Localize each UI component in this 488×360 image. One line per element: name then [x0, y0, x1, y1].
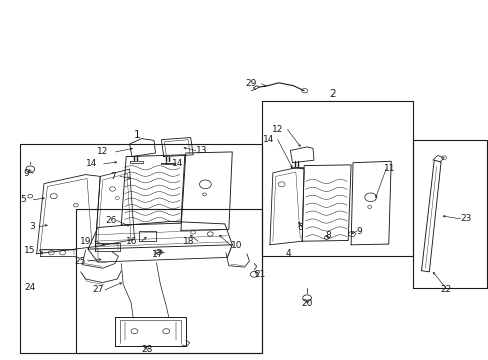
Text: 14: 14 — [172, 159, 183, 168]
Text: 14: 14 — [262, 135, 273, 144]
Text: 4: 4 — [285, 249, 291, 258]
Text: 12: 12 — [272, 125, 283, 134]
Text: 18: 18 — [183, 237, 194, 246]
Text: 6: 6 — [297, 223, 303, 232]
Text: 28: 28 — [141, 346, 152, 354]
Text: 21: 21 — [254, 270, 265, 279]
Text: 1: 1 — [133, 130, 140, 140]
Text: 24: 24 — [24, 284, 35, 292]
Text: 2: 2 — [328, 89, 335, 99]
Text: 19: 19 — [80, 237, 92, 246]
Text: 7: 7 — [110, 172, 116, 181]
Text: 29: 29 — [245, 79, 256, 88]
Text: 16: 16 — [126, 237, 138, 246]
Text: 11: 11 — [384, 164, 395, 173]
Text: 14: 14 — [86, 159, 98, 168]
Text: 15: 15 — [23, 246, 35, 255]
Text: 20: 20 — [301, 299, 312, 307]
Text: 26: 26 — [105, 216, 116, 225]
Text: 27: 27 — [92, 285, 103, 294]
Text: 5: 5 — [20, 195, 26, 204]
Text: 13: 13 — [195, 146, 207, 155]
Text: 10: 10 — [230, 241, 242, 250]
Text: 17: 17 — [151, 251, 163, 259]
Text: 9: 9 — [355, 227, 361, 236]
Text: 9: 9 — [23, 169, 29, 178]
Text: 22: 22 — [439, 285, 451, 294]
Text: 23: 23 — [460, 214, 471, 223]
Text: 3: 3 — [29, 222, 35, 231]
Text: 12: 12 — [97, 148, 108, 156]
Text: 8: 8 — [325, 231, 330, 240]
Text: 25: 25 — [74, 256, 85, 265]
